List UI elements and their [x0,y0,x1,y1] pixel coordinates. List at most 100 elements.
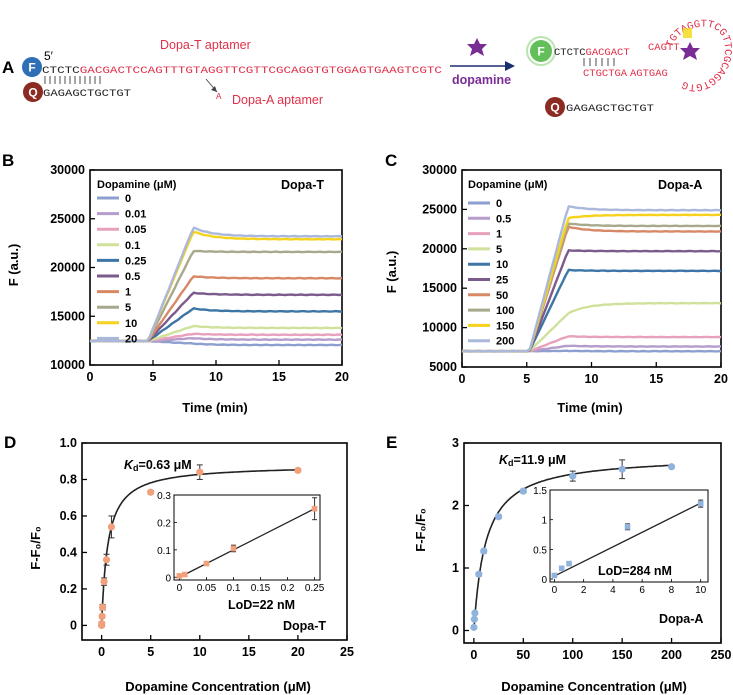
chart-e-xlabel: Dopamine Concentration (μM) [501,679,687,694]
chartE-inset-data-point [558,565,565,572]
panel-c-label: C [385,151,397,170]
chartE-xtick-label: 250 [711,648,732,662]
mutation-site-highlight [683,28,692,38]
chartB-ytick-label: 20000 [50,261,85,275]
chartD-data-point [107,523,116,531]
chartE-data-point [475,570,483,578]
chartD-inset-xtick-label: 0.25 [305,583,325,594]
quencher-sequence: GAGAGCTGCTGT [43,88,131,100]
reaction-arrow-head [505,61,515,71]
bound-hairpin-sequence: TGTAGGTTCGTTCGCAGGTGTG [664,19,733,93]
chartD-data-point [98,619,106,628]
chartD-inset-plot-frame [173,494,321,581]
chartE-inset-xtick-label: 2 [581,585,587,596]
chartB-legend-label: 1 [125,287,131,299]
bound-base-pairs [583,58,615,66]
chartE-inset-ytick-label: 0 [541,575,547,586]
chartB-xtick-label: 5 [150,370,157,384]
chartB-legend-label: 0.25 [125,255,146,267]
chartE-inset-xtick-label: 10 [695,585,707,596]
chartC-ytick-label: 20000 [422,242,457,256]
chartB-legend-label: 5 [125,302,131,314]
chartE-inset-data-point [624,524,631,530]
chart-d-kd-label: Kd=0.63 μM [124,458,192,473]
chartC-xtick-label: 0 [459,372,466,386]
chartD-inset-xtick-label: 0.1 [227,583,241,594]
chart-b-legend-title: Dopamine (μM) [97,179,177,191]
free-fluorophore-label: F [537,45,544,59]
aptamer-sequence: CTCTC GACGACTCCAGTTTGTAGGTTCGTTCGCAGGTGTG… [42,65,442,77]
chartB-legend-label: 0.5 [125,271,140,283]
chartE-data-point [470,623,478,631]
chartD-inset-ytick-label: 0.1 [157,546,171,557]
chartC-ytick-label: 30000 [422,163,457,177]
chartE-data-point [519,487,527,495]
dopamine-label: dopamine [452,73,511,87]
chartE-inset-xtick-label: 8 [669,585,675,596]
chartD-inset-fit-line [179,508,315,578]
chartE-xtick-label: 50 [516,648,530,662]
chartE-data-point [471,609,479,617]
chartD-plot-frame [81,442,348,641]
chart-c: 0 5 10 15 205000100001500020000250003000000.… [422,163,728,386]
panel-a: A F 5′ Q CTCTC GACGACTCCAGTTTGTAGGTTCGTTC… [2,19,733,117]
chartC-xtick-label: 5 [523,372,530,386]
chartD-data-point [100,578,108,586]
dopa-t-aptamer-label: Dopa-T aptamer [160,38,251,52]
chartD-ytick-label: 1.0 [60,436,77,450]
chartC-legend-label: 100 [496,305,514,317]
free-fluorophore-icon [530,40,552,62]
chartD-data-point [99,603,107,611]
chartC-legend-label: 0.5 [496,213,511,225]
chartC-xtick-label: 20 [714,372,728,386]
chartB-xtick-label: 10 [209,370,223,384]
chartB-ytick-label: 25000 [50,212,85,226]
fluorophore-label: F [28,61,35,75]
chartB-ytick-label: 30000 [50,163,85,177]
quencher-icon [23,82,43,102]
chartD-inset-ytick-label: 0.2 [157,518,171,529]
chartB-ytick-label: 15000 [50,309,85,323]
chartE-data-point [667,463,676,471]
chartE-ytick-label: 2 [452,499,459,513]
chartE-inset-ytick-label: 1.5 [533,486,547,497]
panel-a-label: A [2,58,14,77]
chartD-ytick-label: 0.8 [60,472,77,486]
chartE-xtick-label: 200 [661,648,682,662]
chartE-data-point [618,465,626,473]
chartE-fit-curve [473,464,670,631]
chartD-inset-data-point [176,573,183,579]
chartD-inset: 0 0.05 0.1 0.15 0.2 0.25 0 0.1 0.2 0.3 [157,491,325,594]
chart-b-ylabel: F (a.u.) [6,244,21,287]
chartB-xtick-label: 0 [87,370,94,384]
chart-b: 0 5 10 15 20100001500020000250003000000.010.… [50,163,349,384]
chartE-inset-xtick-label: 0 [552,585,558,596]
bound-loop-top: CAGTT [648,42,680,54]
chartC-legend-label: 0 [496,198,502,210]
chart-e-kd-label: Kd=11.9 μM [499,453,566,468]
bound-dopamine-icon [680,42,700,60]
chartB-legend-label: 20 [125,333,137,345]
chartD-ytick-label: 0 [70,618,77,632]
chartC-series-line [461,205,722,353]
panel-d-label: D [4,433,16,452]
chartC-legend-label: 200 [496,336,514,348]
chartD-xtick-label: 5 [147,645,154,659]
chartD-data-point [294,466,302,474]
chartC-ytick-label: 25000 [422,202,457,216]
chartD-inset-xtick-label: 0.05 [197,583,217,594]
chart-d: 0 5 10 15 20 25 0 0.2 0.4 0.6 0.8 1.0 0 0.05 0.1 0.15 0.… [60,436,354,659]
chartB-legend-label: 0.05 [125,224,146,236]
chartD-xtick-label: 15 [242,645,256,659]
released-quencher-icon [545,97,565,117]
panel-e-label: E [386,433,397,452]
base-pair-ticks [44,76,101,84]
chartD-xtick-label: 10 [193,645,207,659]
chartE-inset-data-point [566,560,572,567]
chart-d-ylabel: F-F₀/F₀ [28,526,43,570]
chartB-legend-label: 0 [125,193,131,205]
chartE-ytick-label: 1 [452,561,459,575]
chartD-ytick-label: 0.6 [60,509,77,523]
